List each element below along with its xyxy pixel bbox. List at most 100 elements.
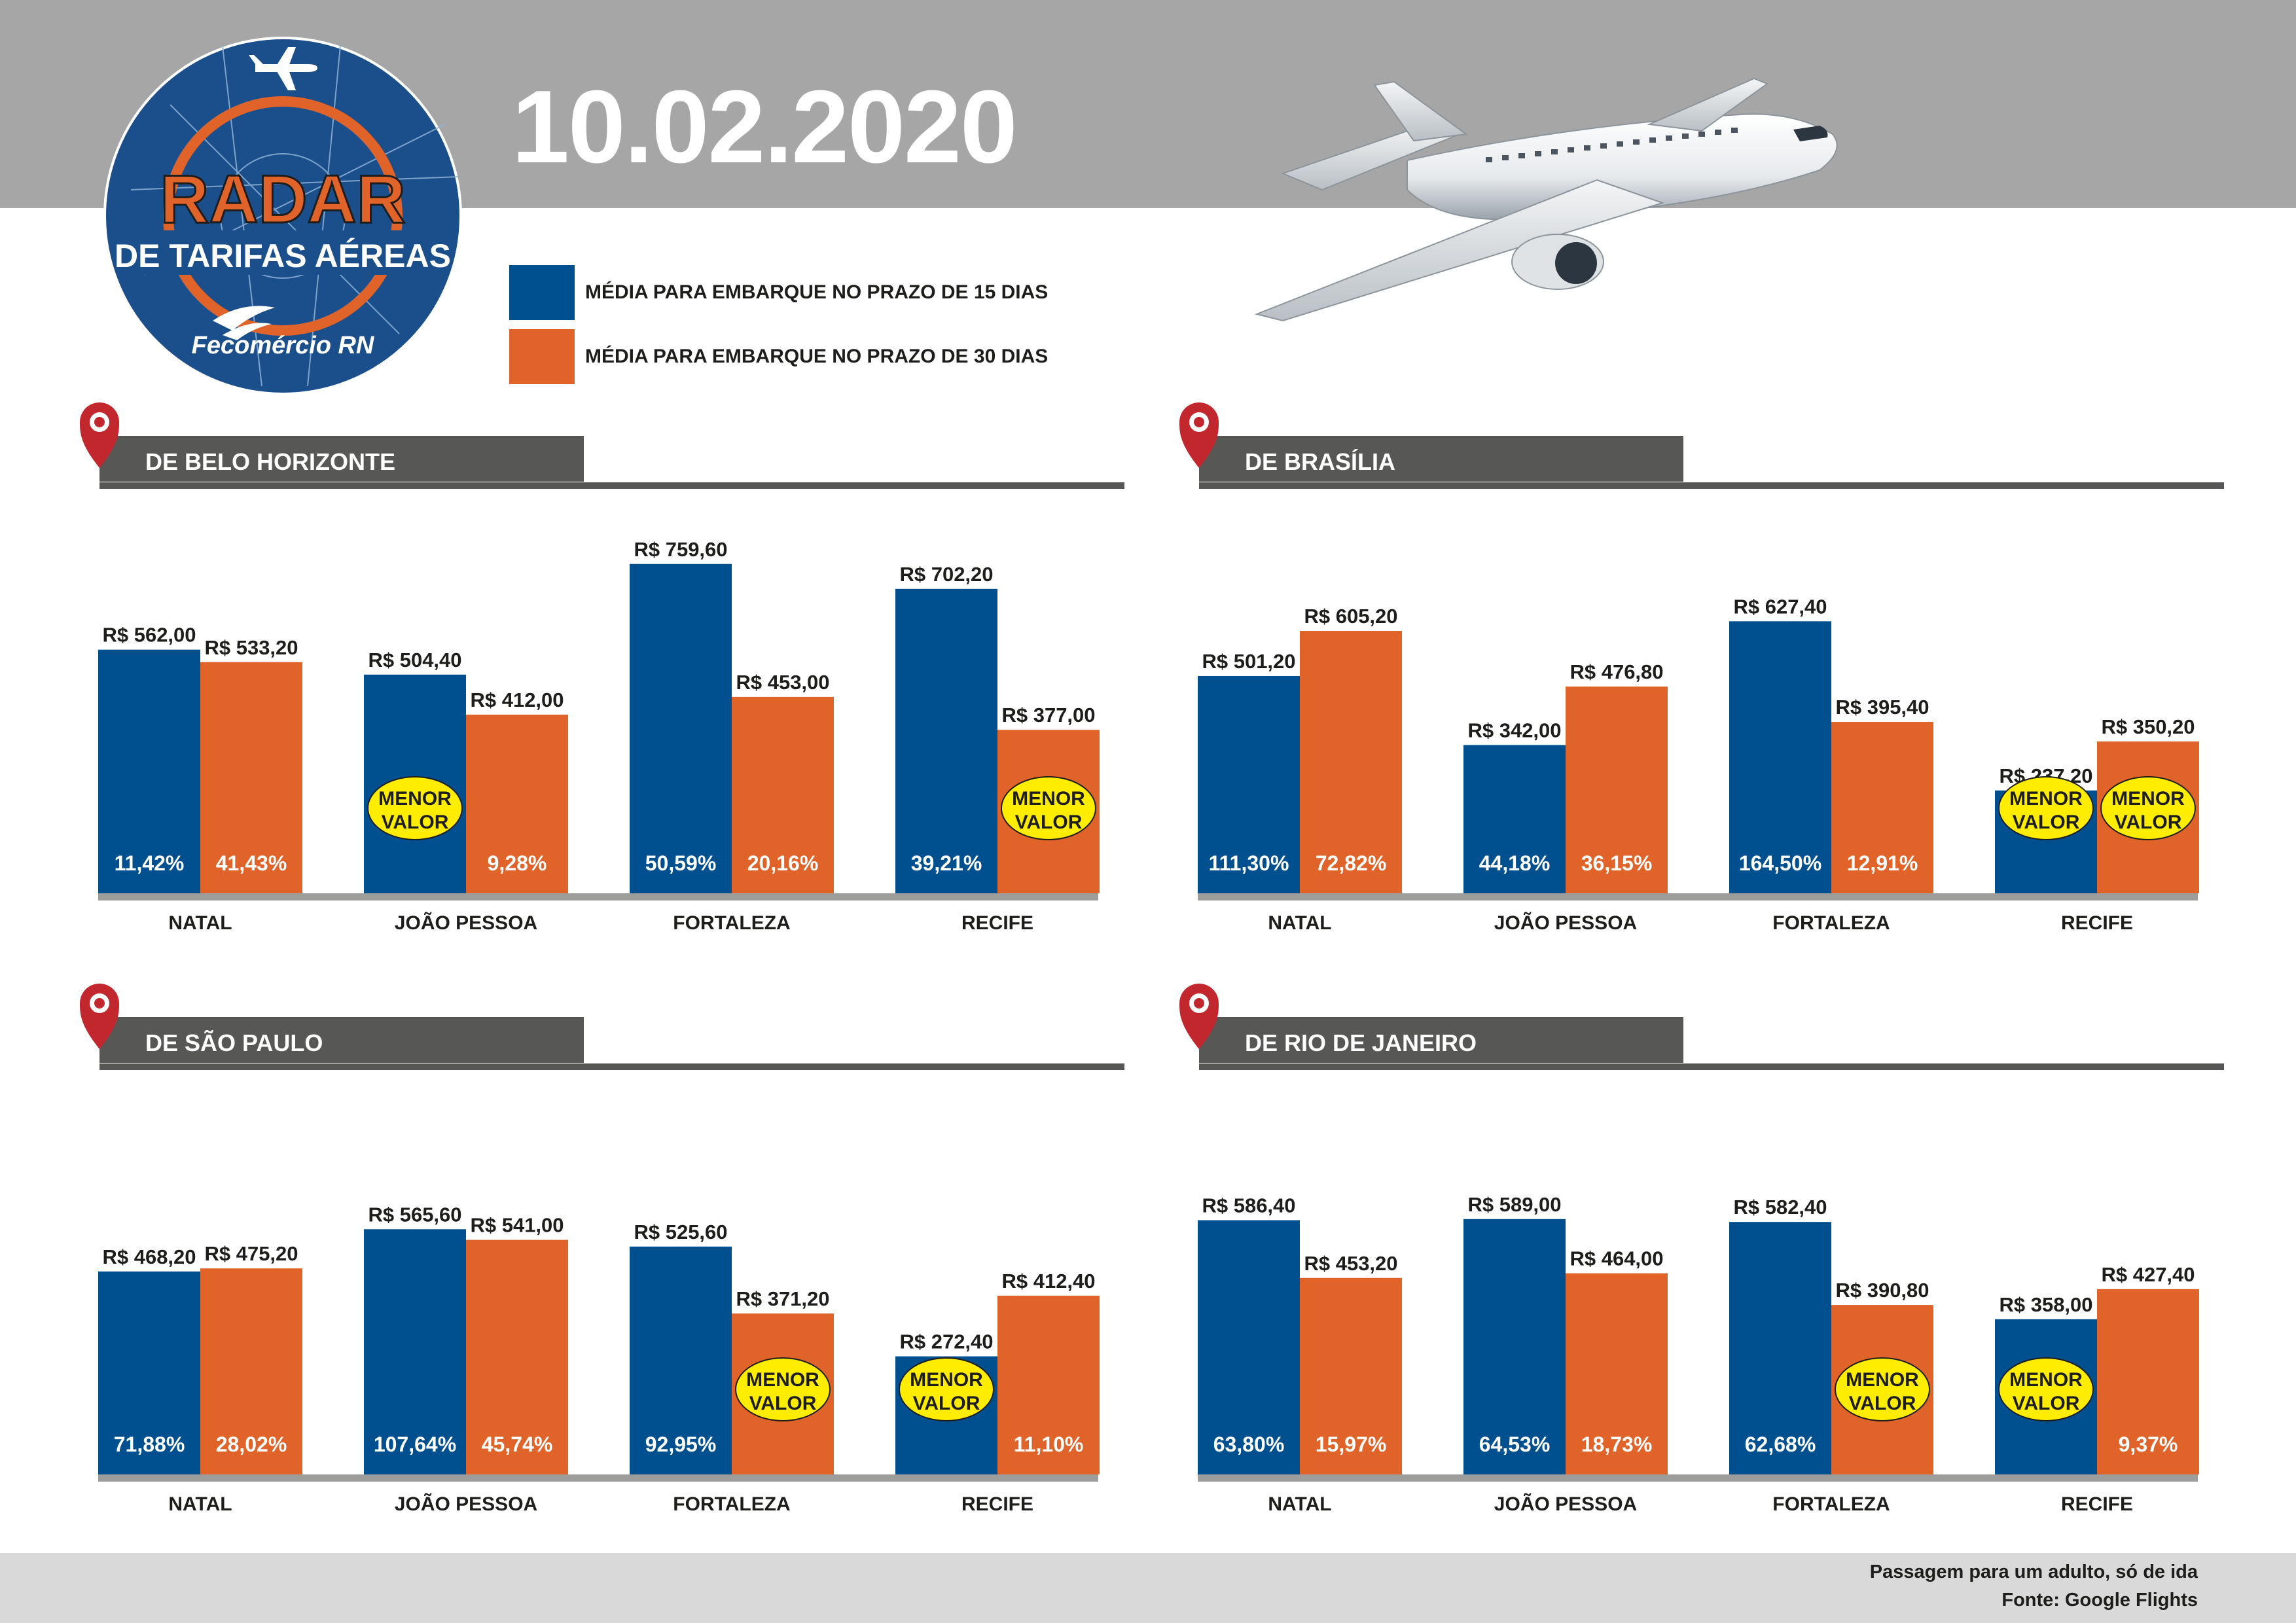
footer-source: Fonte: Google Flights [2001,1590,2198,1611]
category-label: RECIFE [961,1493,1033,1515]
location-pin-icon [1179,984,1219,1049]
bar-percent-label: 72,82% [1316,851,1387,875]
bar-value-label: R$ 501,20 [1202,650,1295,673]
bar-natal-30-dias [200,662,302,893]
chart-title: DE BELO HORIZONTE [145,448,395,475]
bar-value-label: R$ 759,60 [634,538,727,561]
location-pin-icon [80,402,119,468]
badge-text-line1: MENOR [2009,788,2083,810]
bar-value-label: R$ 371,20 [736,1287,829,1310]
bar-natal-30-dias [200,1268,302,1474]
category-label: FORTALEZA [1772,912,1890,934]
badge-text-line1: MENOR [378,788,452,810]
legend: MÉDIA PARA EMBARQUE NO PRAZO DE 15 DIAS … [509,265,1048,393]
category-label: NATAL [168,912,232,934]
category-label: FORTALEZA [1772,1493,1890,1515]
bar-percent-label: 15,97% [1316,1433,1387,1456]
bar-value-label: R$ 358,00 [1999,1293,2092,1316]
bar-natal-15-dias [98,649,200,893]
location-pin-icon [80,984,119,1049]
badge-text-line2: VALOR [1015,812,1083,833]
category-label: NATAL [1268,1493,1331,1515]
badge-text-line1: MENOR [2111,788,2185,810]
bar-value-label: R$ 476,80 [1570,660,1663,683]
report-date: 10.02.2020 [512,69,1018,185]
bar-joão-pessoa-30-dias [1566,1273,1668,1474]
radar-logo-subtitle: DE TARIFAS AÉREAS [115,238,451,274]
bar-percent-label: 63,80% [1213,1433,1285,1456]
chart-baseline [98,1474,1098,1482]
bar-percent-label: 12,91% [1847,851,1918,875]
bar-percent-label: 71,88% [114,1433,185,1456]
category-label: JOÃO PESSOA [395,912,537,934]
title-underline [99,1063,1124,1070]
chart-baseline [1198,893,2198,901]
category-label: RECIFE [961,912,1033,934]
bar-value-label: R$ 427,40 [2101,1263,2195,1286]
bar-value-label: R$ 582,40 [1733,1196,1827,1219]
bar-value-label: R$ 586,40 [1202,1194,1295,1217]
title-bar [1199,1017,1683,1063]
airplane-illustration [1254,77,1838,322]
legend-item-30-days: MÉDIA PARA EMBARQUE NO PRAZO DE 30 DIAS [509,329,1048,384]
bar-percent-label: 45,74% [482,1433,553,1456]
title-bar [1199,436,1683,482]
bar-percent-label: 164,50% [1739,851,1821,875]
bar-percent-label: 9,37% [2119,1433,2178,1456]
radar-logo-title: RADAR [160,162,406,238]
bar-value-label: R$ 533,20 [204,636,298,659]
bar-percent-label: 39,21% [911,851,982,875]
bar-joão-pessoa-15-dias [1463,1219,1566,1474]
category-label: JOÃO PESSOA [395,1493,537,1515]
bar-joão-pessoa-15-dias [1463,745,1566,893]
bar-value-label: R$ 395,40 [1835,696,1929,719]
bar-joão-pessoa-30-dias [1566,687,1668,893]
bar-joão-pessoa-15-dias [364,1229,466,1474]
bar-natal-30-dias [1300,1277,1402,1474]
location-pin-icon [1179,402,1219,468]
bar-value-label: R$ 412,00 [470,688,564,711]
bar-value-label: R$ 541,00 [470,1214,564,1237]
bar-value-label: R$ 377,00 [1001,704,1095,726]
bar-recife-30-dias [997,1295,1100,1474]
legend-label-30-days: MÉDIA PARA EMBARQUE NO PRAZO DE 30 DIAS [585,346,1049,367]
bar-percent-label: 18,73% [1581,1433,1653,1456]
footer-note: Passagem para um adulto, só de ida [1869,1561,2198,1582]
badge-text-line2: VALOR [1849,1393,1916,1414]
bar-fortaleza-15-dias [630,1246,732,1474]
bar-percent-label: 44,18% [1479,851,1551,875]
bar-recife-30-dias [2097,1289,2199,1474]
title-bar [99,436,584,482]
category-label: RECIFE [2061,912,2133,934]
chart-panel-rio-de-janeiro: DE RIO DE JANEIRO R$ 586,40 63,80% R$ 453,2… [1178,974,2225,1550]
chart-panel-sao-paulo: DE SÃO PAULO R$ 468,20 71,88% R$ 475,20 28,0… [79,974,1126,1550]
bar-fortaleza-30-dias [1831,722,1933,893]
badge-text-line2: VALOR [749,1393,817,1414]
bar-value-label: R$ 504,40 [368,649,461,671]
category-label: JOÃO PESSOA [1494,1493,1637,1515]
badge-text-line1: MENOR [746,1369,819,1391]
bar-percent-label: 11,42% [115,851,185,875]
brand-name: Fecomércio RN [192,332,375,359]
badge-text-line2: VALOR [2115,812,2182,833]
bar-chart: DE BRASÍLIA R$ 501,20 111,30% R$ 605,20 72,8… [1179,402,2224,934]
chart-panel-brasilia: DE BRASÍLIA R$ 501,20 111,30% R$ 605,20 72,8… [1178,393,2225,969]
bar-value-label: R$ 702,20 [899,563,993,586]
bar-percent-label: 11,10% [1014,1433,1084,1456]
chart-panel-belo-horizonte: DE BELO HORIZONTE R$ 562,00 11,42% R$ 533,2… [79,393,1126,969]
bar-value-label: R$ 342,00 [1467,719,1561,741]
legend-swatch-blue [509,265,575,320]
bar-percent-label: 20,16% [747,851,819,875]
bar-value-label: R$ 525,60 [634,1221,727,1243]
category-label: RECIFE [2061,1493,2133,1515]
bar-percent-label: 111,30% [1209,851,1289,875]
badge-text-line2: VALOR [2013,812,2080,833]
